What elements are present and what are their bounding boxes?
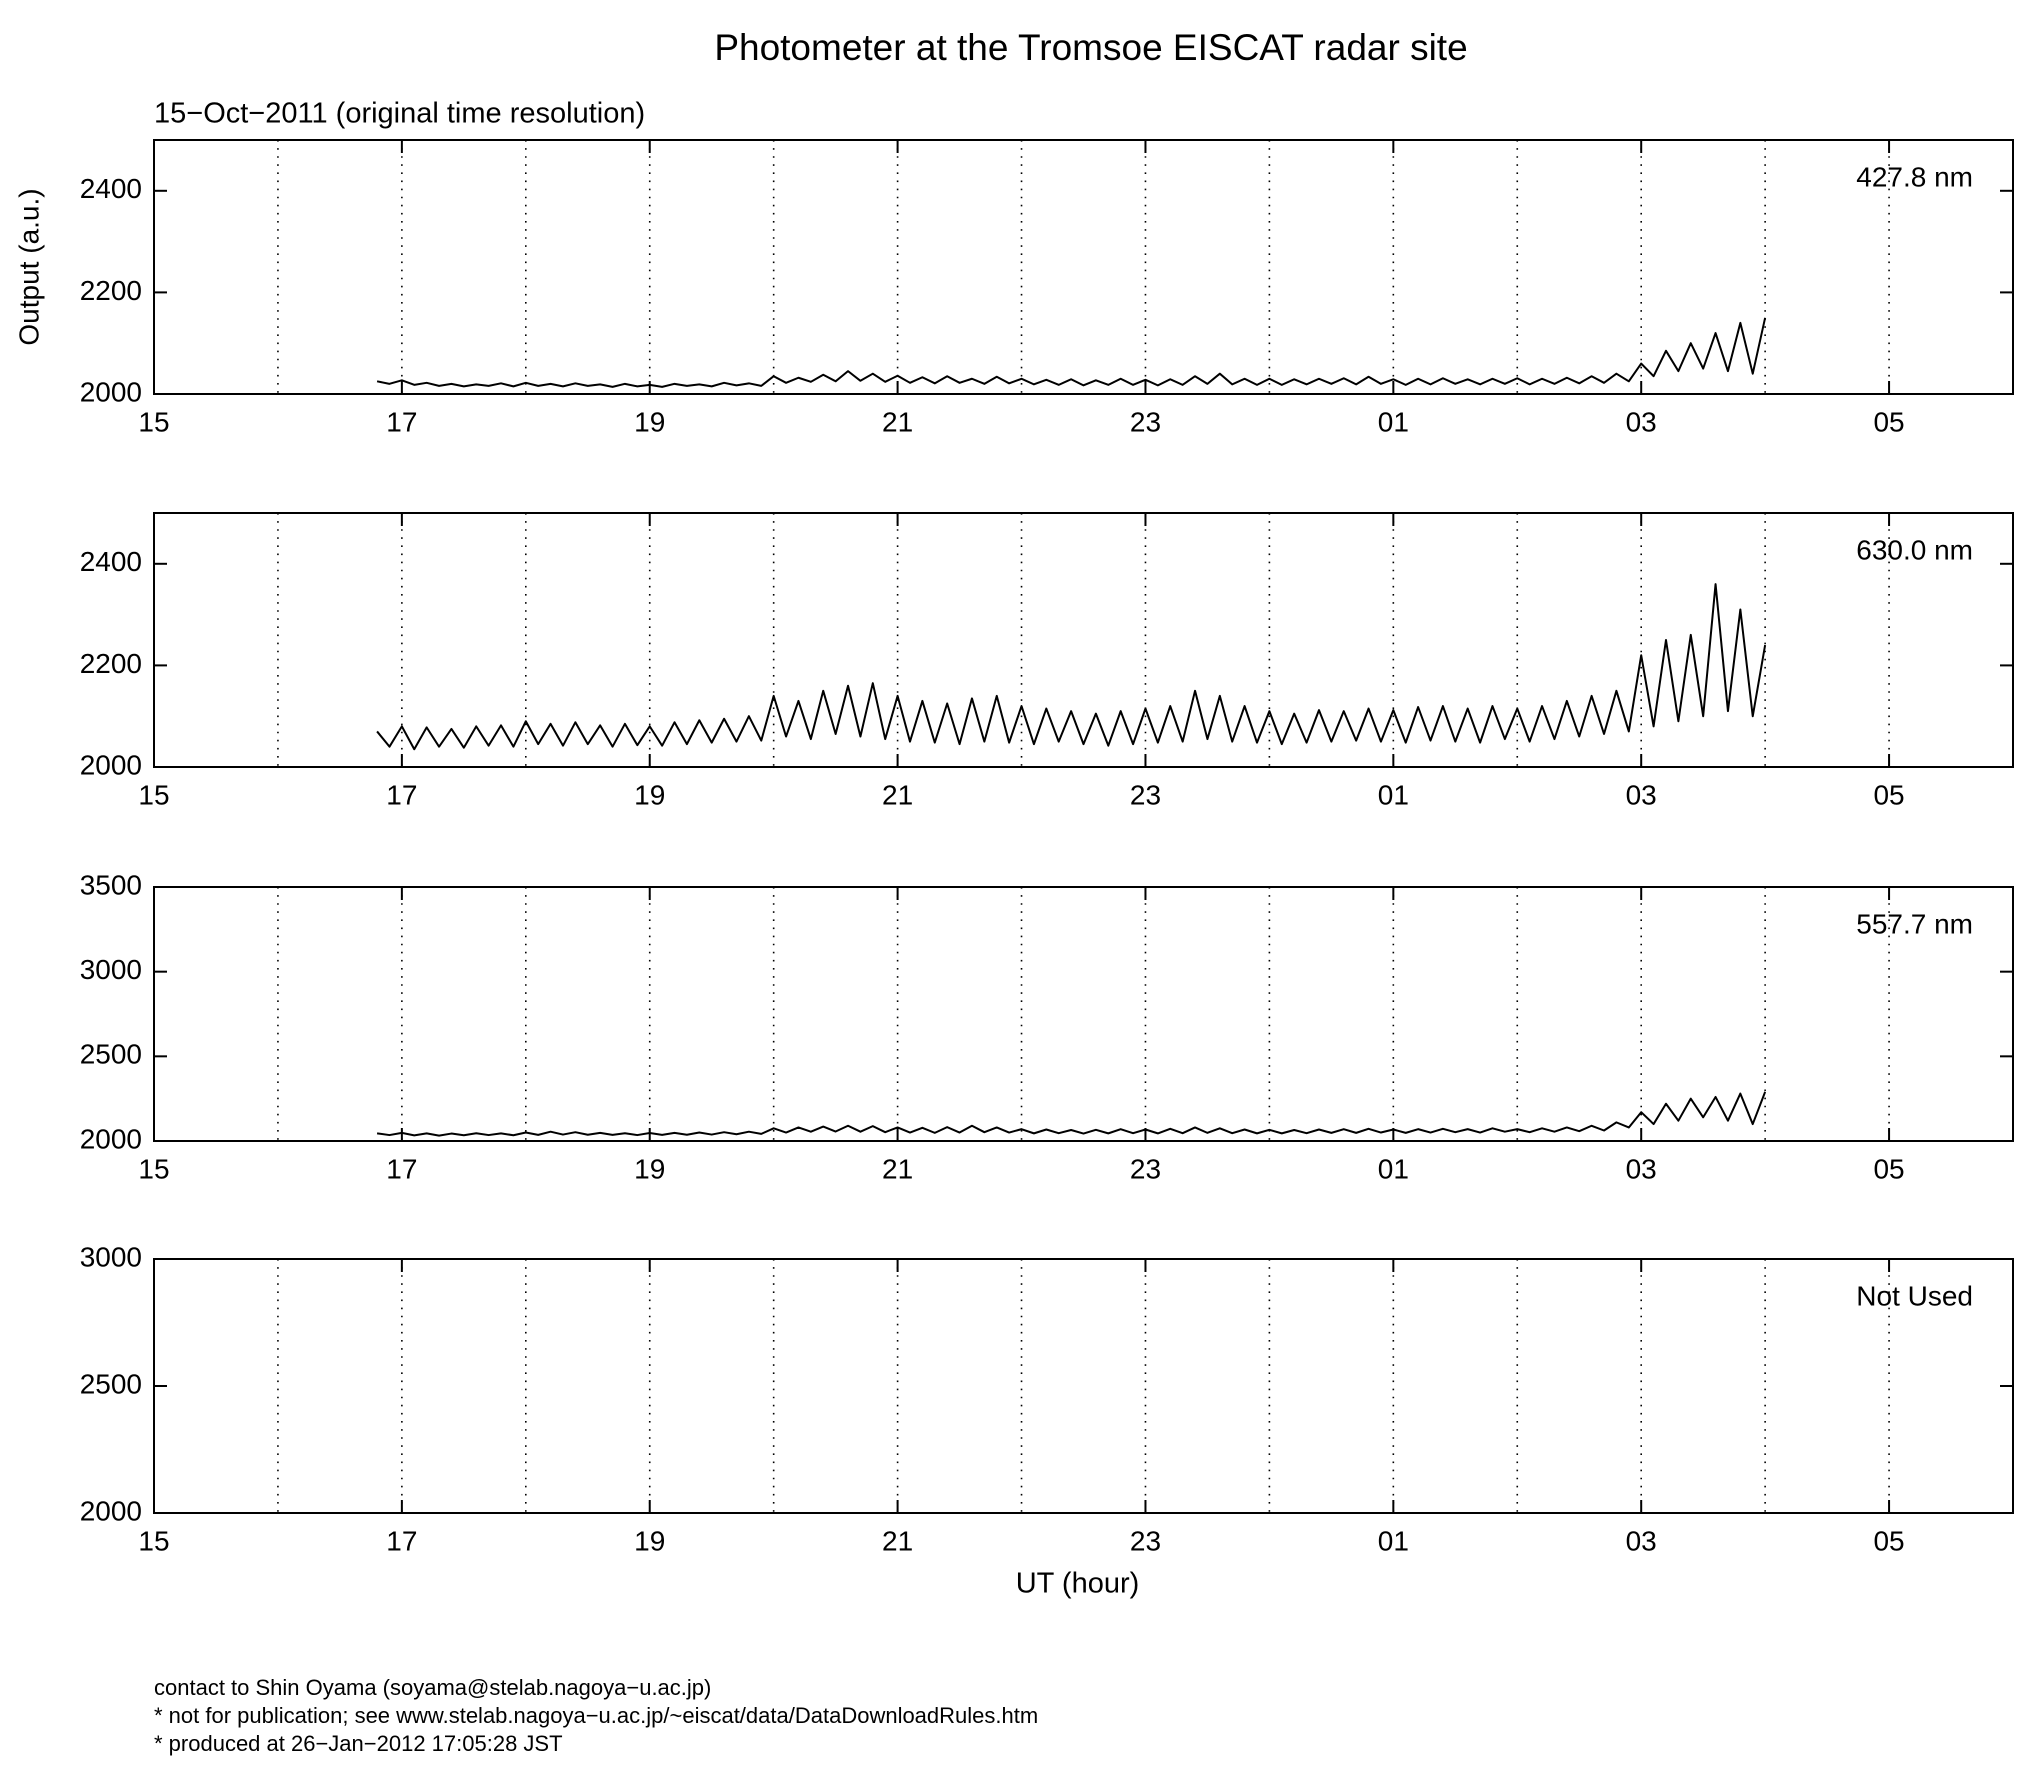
footer-line: * not for publication; see www.stelab.na… xyxy=(154,1703,1038,1728)
x-tick-label: 15 xyxy=(138,1525,169,1556)
x-tick-label: 05 xyxy=(1873,779,1904,810)
y-tick-label: 2200 xyxy=(80,275,142,306)
x-tick-label: 01 xyxy=(1378,406,1409,437)
x-tick-label: 19 xyxy=(634,1525,665,1556)
series-label: 630.0 nm xyxy=(1856,534,1973,565)
data-line xyxy=(376,583,1767,751)
figure-title: Photometer at the Tromsoe EISCAT radar s… xyxy=(714,27,1467,68)
x-tick-label: 19 xyxy=(634,1153,665,1184)
y-tick-label: 2000 xyxy=(80,1495,142,1526)
x-tick-label: 15 xyxy=(138,406,169,437)
footer-line: * produced at 26−Jan−2012 17:05:28 JST xyxy=(154,1731,563,1756)
y-tick-label: 2400 xyxy=(80,173,142,204)
x-tick-label: 01 xyxy=(1378,779,1409,810)
x-tick-label: 05 xyxy=(1873,1153,1904,1184)
x-tick-label: 05 xyxy=(1873,406,1904,437)
subtitle: 15−Oct−2011 (original time resolution) xyxy=(154,98,645,130)
x-tick-label: 21 xyxy=(882,406,913,437)
x-tick-label: 03 xyxy=(1626,779,1657,810)
x-tick-label: 19 xyxy=(634,406,665,437)
x-tick-label: 23 xyxy=(1130,406,1161,437)
x-tick-label: 17 xyxy=(386,779,417,810)
y-tick-label: 2200 xyxy=(80,648,142,679)
y-tick-label: 2400 xyxy=(80,546,142,577)
x-tick-label: 01 xyxy=(1378,1153,1409,1184)
x-tick-label: 23 xyxy=(1130,1525,1161,1556)
y-tick-label: 2000 xyxy=(80,1123,142,1154)
y-tick-label: 3000 xyxy=(80,954,142,985)
x-tick-label: 03 xyxy=(1626,1153,1657,1184)
footer-line: contact to Shin Oyama (soyama@stelab.nag… xyxy=(154,1675,711,1700)
plot-frame xyxy=(153,512,2014,768)
y-tick-label: 2000 xyxy=(80,749,142,780)
x-tick-label: 15 xyxy=(138,1153,169,1184)
x-tick-label: 21 xyxy=(882,779,913,810)
x-tick-label: 21 xyxy=(882,1525,913,1556)
data-line xyxy=(376,1091,1767,1137)
y-tick-label: 2500 xyxy=(80,1039,142,1070)
x-axis-label: UT (hour) xyxy=(1016,1568,1140,1600)
series-label: Not Used xyxy=(1856,1280,1973,1311)
y-tick-label: 3000 xyxy=(80,1241,142,1272)
x-tick-label: 05 xyxy=(1873,1525,1904,1556)
plot-frame xyxy=(153,139,2014,395)
y-tick-label: 2000 xyxy=(80,376,142,407)
x-tick-label: 23 xyxy=(1130,1153,1161,1184)
x-tick-label: 15 xyxy=(138,779,169,810)
series-label: 557.7 nm xyxy=(1856,908,1973,939)
x-tick-label: 23 xyxy=(1130,779,1161,810)
x-tick-label: 19 xyxy=(634,779,665,810)
plot-frame xyxy=(153,886,2014,1142)
series-label: 427.8 nm xyxy=(1856,161,1973,192)
y-tick-label: 2500 xyxy=(80,1368,142,1399)
x-tick-label: 17 xyxy=(386,406,417,437)
y-tick-label: 3500 xyxy=(80,869,142,900)
x-tick-label: 17 xyxy=(386,1525,417,1556)
x-tick-label: 01 xyxy=(1378,1525,1409,1556)
x-tick-label: 21 xyxy=(882,1153,913,1184)
x-tick-label: 03 xyxy=(1626,406,1657,437)
x-tick-label: 03 xyxy=(1626,1525,1657,1556)
y-axis-label: Output (a.u.) xyxy=(13,188,44,345)
x-tick-label: 17 xyxy=(386,1153,417,1184)
plot-frame xyxy=(153,1258,2014,1514)
data-line xyxy=(376,317,1767,388)
